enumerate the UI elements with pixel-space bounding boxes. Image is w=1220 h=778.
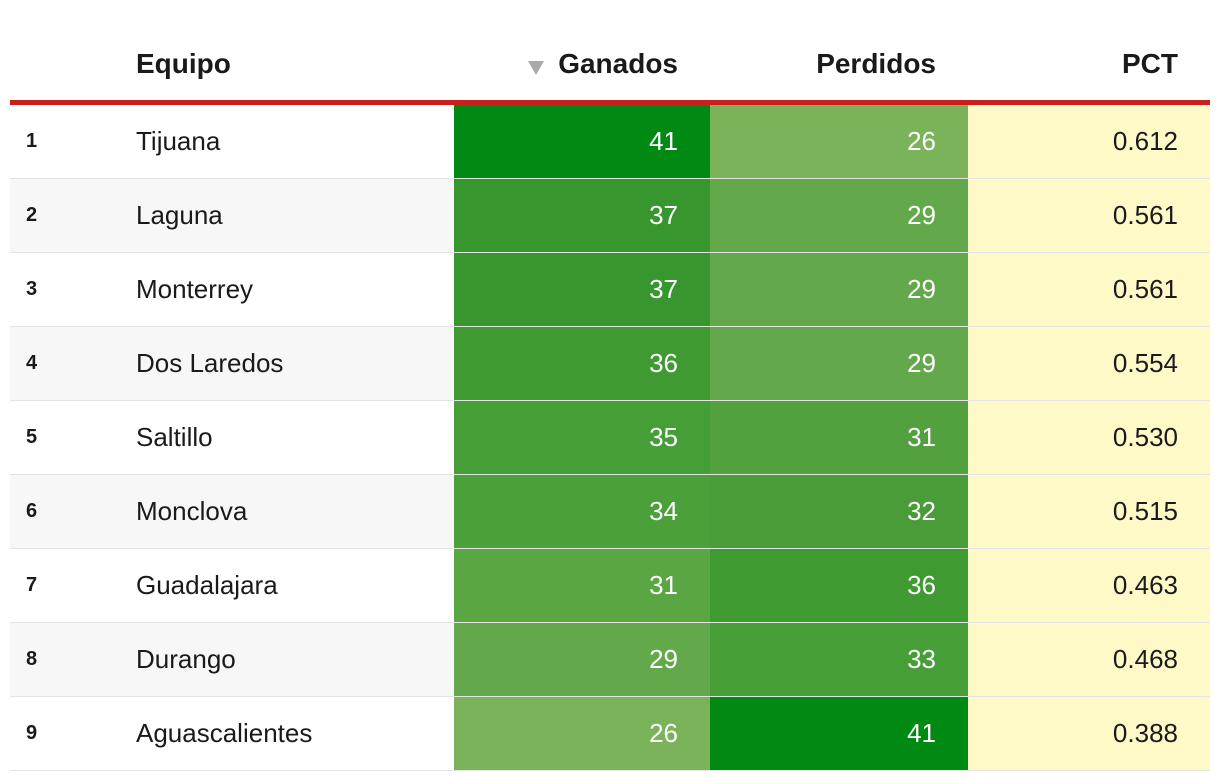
rank-cell: 9 — [26, 722, 38, 744]
won-cell-value: 36 — [649, 348, 678, 378]
pct-cell-value: 0.554 — [1112, 348, 1178, 378]
won-cell-value: 26 — [649, 718, 678, 748]
won-cell: 36 — [454, 327, 710, 400]
lost-cell-value: 26 — [907, 126, 936, 156]
won-cell-value: 41 — [649, 126, 678, 156]
team-cell: Durango — [136, 644, 236, 674]
pct-cell: 0.515 — [968, 475, 1210, 548]
table-row: 3 Monterrey 37 29 0.561 — [10, 253, 1210, 327]
rank-cell: 6 — [26, 500, 38, 522]
won-cell: 26 — [454, 697, 710, 770]
pct-cell: 0.561 — [968, 179, 1210, 252]
pct-cell: 0.463 — [968, 549, 1210, 622]
header-team[interactable]: Equipo — [136, 48, 231, 79]
rank-cell: 7 — [26, 574, 38, 596]
won-cell: 37 — [454, 179, 710, 252]
won-cell-value: 29 — [649, 644, 678, 674]
lost-cell-value: 31 — [907, 422, 936, 452]
won-cell: 31 — [454, 549, 710, 622]
lost-cell: 29 — [710, 253, 968, 326]
table-row: 5 Saltillo 35 31 0.530 — [10, 401, 1210, 475]
won-cell: 29 — [454, 623, 710, 696]
lost-cell-value: 29 — [907, 274, 936, 304]
pct-cell-value: 0.388 — [1112, 718, 1178, 748]
lost-cell: 33 — [710, 623, 968, 696]
table-row: 1 Tijuana 41 26 0.612 — [10, 105, 1210, 179]
pct-cell-value: 0.530 — [1112, 422, 1178, 452]
triangle-down-icon — [528, 61, 545, 75]
lost-cell: 26 — [710, 105, 968, 178]
won-cell: 34 — [454, 475, 710, 548]
table-row: 8 Durango 29 33 0.468 — [10, 623, 1210, 697]
pct-cell-value: 0.463 — [1112, 570, 1178, 600]
won-cell: 41 — [454, 105, 710, 178]
table-row: 9 Aguascalientes 26 41 0.388 — [10, 697, 1210, 771]
team-cell: Monterrey — [136, 274, 254, 304]
pct-cell-value: 0.561 — [1112, 274, 1178, 304]
team-cell: Tijuana — [136, 126, 221, 156]
rank-cell: 3 — [26, 278, 38, 300]
team-cell: Monclova — [136, 496, 248, 526]
lost-cell: 31 — [710, 401, 968, 474]
team-cell: Laguna — [136, 200, 223, 230]
won-cell-value: 37 — [649, 200, 678, 230]
table-row: 4 Dos Laredos 36 29 0.554 — [10, 327, 1210, 401]
won-cell-value: 31 — [649, 570, 678, 600]
won-cell: 35 — [454, 401, 710, 474]
team-cell: Guadalajara — [136, 570, 278, 600]
pct-cell-value: 0.468 — [1112, 644, 1178, 674]
lost-cell: 32 — [710, 475, 968, 548]
lost-cell: 36 — [710, 549, 968, 622]
won-cell-value: 37 — [649, 274, 678, 304]
pct-cell: 0.554 — [968, 327, 1210, 400]
header-pct[interactable]: PCT — [1122, 48, 1178, 79]
table-header: Equipo Ganados Perdidos PCT — [10, 0, 1210, 105]
won-cell: 37 — [454, 253, 710, 326]
lost-cell-value: 29 — [907, 348, 936, 378]
lost-cell-value: 36 — [907, 570, 936, 600]
pct-cell: 0.561 — [968, 253, 1210, 326]
pct-cell: 0.388 — [968, 697, 1210, 770]
rank-cell: 4 — [26, 352, 38, 374]
rank-cell: 8 — [26, 648, 38, 670]
rank-cell: 2 — [26, 204, 38, 226]
team-cell: Dos Laredos — [136, 348, 284, 378]
standings-table: Equipo Ganados Perdidos PCT 1 Tijuana 41 26… — [10, 0, 1210, 771]
lost-cell-value: 29 — [907, 200, 936, 230]
lost-cell: 41 — [710, 697, 968, 770]
lost-cell: 29 — [710, 179, 968, 252]
won-cell-value: 35 — [649, 422, 678, 452]
pct-cell: 0.530 — [968, 401, 1210, 474]
lost-cell-value: 41 — [907, 718, 936, 748]
header-won-label: Ganados — [558, 48, 678, 79]
header-won[interactable]: Ganados — [454, 44, 678, 84]
table-row: 7 Guadalajara 31 36 0.463 — [10, 549, 1210, 623]
rank-cell: 5 — [26, 426, 38, 448]
pct-cell: 0.468 — [968, 623, 1210, 696]
table-body: 1 Tijuana 41 26 0.612 2 Laguna 37 29 0.561 3 Monter… — [10, 105, 1210, 771]
team-cell: Aguascalientes — [136, 718, 313, 748]
pct-cell-value: 0.561 — [1112, 200, 1178, 230]
pct-cell: 0.612 — [968, 105, 1210, 178]
team-cell: Saltillo — [136, 422, 213, 452]
lost-cell-value: 33 — [907, 644, 936, 674]
table-row: 6 Monclova 34 32 0.515 — [10, 475, 1210, 549]
pct-cell-value: 0.515 — [1112, 496, 1178, 526]
header-lost[interactable]: Perdidos — [816, 48, 936, 79]
lost-cell-value: 32 — [907, 496, 936, 526]
won-cell-value: 34 — [649, 496, 678, 526]
lost-cell: 29 — [710, 327, 968, 400]
pct-cell-value: 0.612 — [1112, 126, 1178, 156]
table-row: 2 Laguna 37 29 0.561 — [10, 179, 1210, 253]
rank-cell: 1 — [26, 130, 38, 152]
